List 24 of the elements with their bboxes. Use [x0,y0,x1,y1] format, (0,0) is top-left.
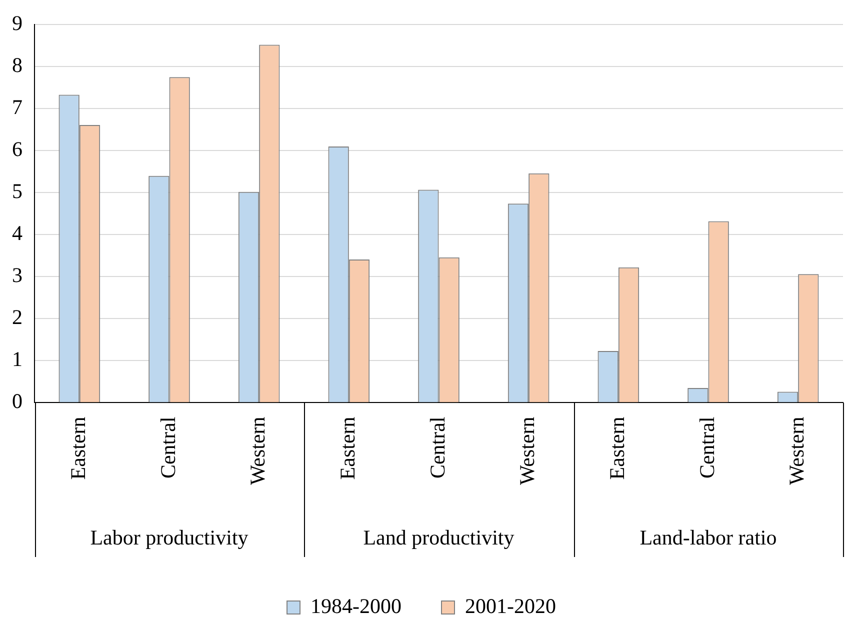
y-tick-label: 8 [12,53,22,78]
y-tick-label: 2 [12,305,22,330]
y-tick-label: 3 [12,263,22,288]
text: Land productivity [363,526,515,550]
x-tick-label: Eastern [335,416,360,480]
y-tick-label: 6 [12,137,22,162]
x-tick-label: Western [515,416,540,485]
x-tick-label: Eastern [66,416,90,480]
x-tick-label: Central [425,416,450,479]
legend-label: 1984-2000 [310,594,402,618]
x-tick-label: Western [246,416,270,485]
x-tick-label: Western [784,416,809,485]
text: Labor productivity [90,526,249,550]
y-tick-label: 0 [12,389,22,414]
legend-label: 2001-2020 [465,594,556,618]
y-tick-label: 4 [12,221,23,246]
x-tick-label: Eastern [604,416,629,480]
y-tick-label: 9 [12,11,22,36]
y-tick-label: 5 [12,179,22,204]
y-tick-label: 7 [12,95,22,120]
x-tick-label: Central [694,416,719,479]
y-tick-label: 1 [12,347,22,372]
text: Land-labor ratio [640,526,777,550]
x-tick-label: Central [156,416,180,479]
